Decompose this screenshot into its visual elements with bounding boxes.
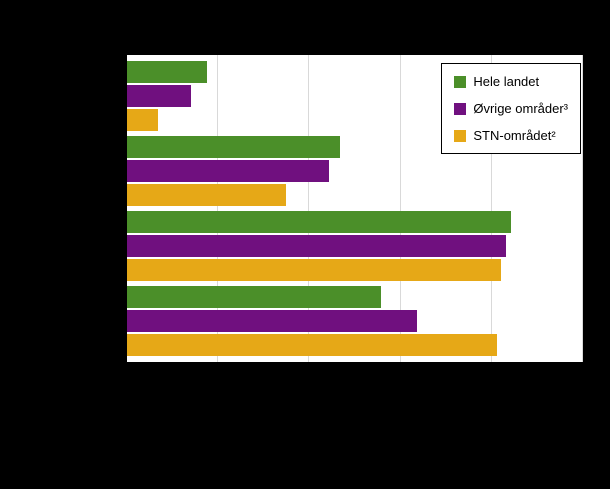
bar: [127, 310, 418, 332]
bar-series-container: [127, 55, 583, 362]
legend-label: Øvrige områder³: [473, 101, 568, 116]
gridline: [582, 55, 583, 362]
legend-swatch-yellow: [454, 129, 467, 142]
gridline: [217, 55, 219, 362]
bar: [127, 259, 501, 281]
legend-item: Hele landet: [454, 75, 568, 88]
bar: [127, 109, 158, 131]
legend: Hele landet Øvrige områder³ STN-området²: [441, 63, 581, 154]
bar-group: [127, 286, 583, 356]
bar: [127, 211, 511, 233]
legend-item: Øvrige områder³: [454, 102, 568, 115]
legend-swatch-green: [454, 75, 467, 88]
gridline: [308, 55, 310, 362]
gridline: [490, 55, 492, 362]
bar: [127, 286, 382, 308]
legend-label: Hele landet: [473, 74, 540, 89]
bar-group: [127, 136, 583, 206]
bar: [127, 184, 286, 206]
bar-group: [127, 61, 583, 131]
plot-area: Hele landet Øvrige områder³ STN-området²: [127, 55, 583, 362]
bar-group: [127, 211, 583, 281]
bar: [127, 160, 329, 182]
bar: [127, 136, 341, 158]
legend-label: STN-området²: [473, 128, 556, 143]
gridlines: [127, 55, 583, 362]
bar: [127, 235, 507, 257]
gridline: [399, 55, 401, 362]
legend-swatch-purple: [454, 102, 467, 115]
bar: [127, 61, 208, 83]
bar: [127, 85, 191, 107]
bar: [127, 334, 498, 356]
legend-item: STN-området²: [454, 129, 568, 142]
